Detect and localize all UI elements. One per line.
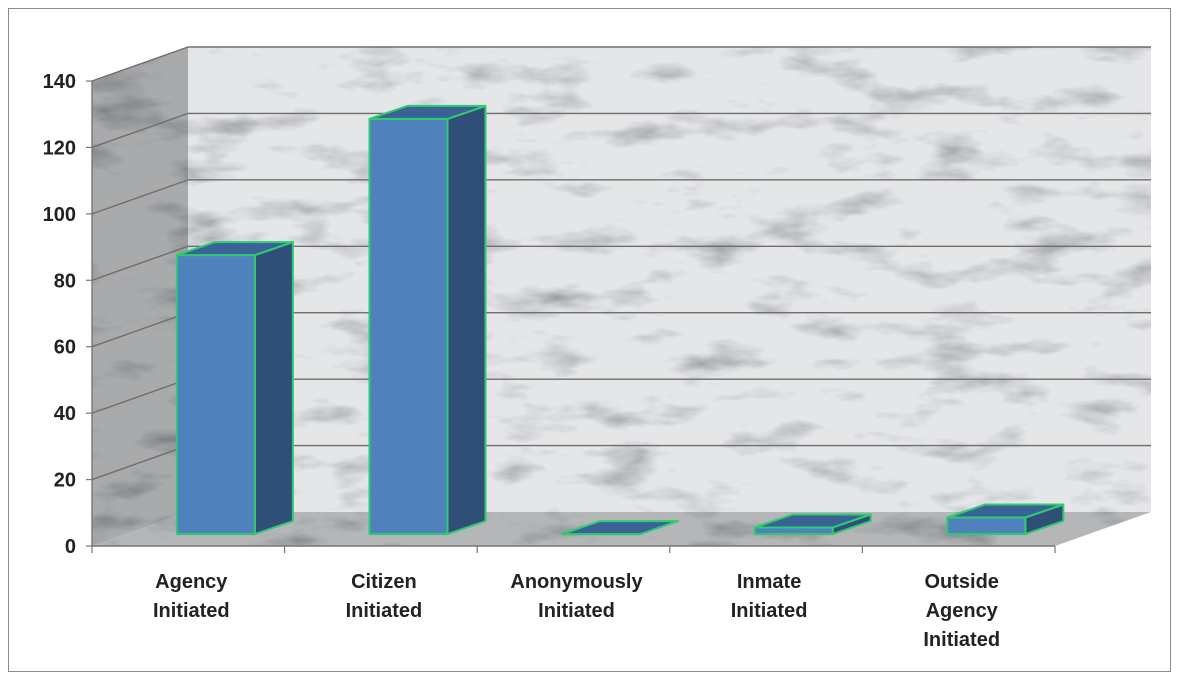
y-tick-label: 80 xyxy=(54,270,76,292)
category-label: Agency Initiated xyxy=(153,571,230,622)
y-tick-label: 120 xyxy=(43,137,76,159)
category-label: Inmate Initiated xyxy=(731,571,808,622)
bar-front xyxy=(175,254,256,536)
y-tick-label: 140 xyxy=(43,71,76,93)
category-label: Outside Agency Initiated xyxy=(923,571,1000,651)
bar xyxy=(368,104,487,536)
y-tick-label: 20 xyxy=(54,470,76,492)
gridline-side xyxy=(91,46,189,82)
y-tick-label: 0 xyxy=(65,536,76,558)
category-label: Anonymously Initiated xyxy=(510,571,643,622)
axes xyxy=(86,80,1056,553)
gridline xyxy=(91,444,1151,481)
bar-side xyxy=(253,241,294,536)
gridline-side xyxy=(91,245,189,281)
bar-front xyxy=(368,117,449,536)
bar-side xyxy=(446,104,487,536)
bar-front xyxy=(946,516,1027,536)
y-axis-tick-labels: 0 20 40 60 80 100 120 140 xyxy=(43,71,76,558)
bar-top xyxy=(561,520,680,536)
bar xyxy=(175,241,294,536)
gridline xyxy=(91,312,1151,348)
gridline xyxy=(91,179,1151,215)
category-label: Citizen Initiated xyxy=(346,571,423,622)
bar-top xyxy=(368,104,487,120)
y-tick-label: 100 xyxy=(43,204,76,226)
gridline xyxy=(91,245,1151,281)
gridline-side xyxy=(91,378,189,414)
gridline xyxy=(91,112,1151,149)
bar-top xyxy=(175,241,294,257)
gridline xyxy=(91,378,1151,414)
x-axis-category-labels: Agency Initiated Citizen Initiated Anonymous… xyxy=(153,571,1000,651)
gridline-side xyxy=(91,112,189,149)
bar-top xyxy=(753,513,872,529)
bar xyxy=(561,520,680,536)
y-tick-label: 60 xyxy=(54,337,76,359)
gridlines xyxy=(91,46,1151,481)
bar-top xyxy=(946,503,1065,519)
side-wall xyxy=(92,47,188,546)
gridline-side xyxy=(91,179,189,215)
gridline-side xyxy=(91,312,189,348)
bar xyxy=(946,503,1065,536)
bars xyxy=(175,104,1065,536)
back-wall xyxy=(188,47,1151,512)
gridline xyxy=(91,46,1151,82)
y-tick-label: 40 xyxy=(54,403,76,425)
bar xyxy=(753,513,872,536)
gridline-side xyxy=(91,444,189,481)
